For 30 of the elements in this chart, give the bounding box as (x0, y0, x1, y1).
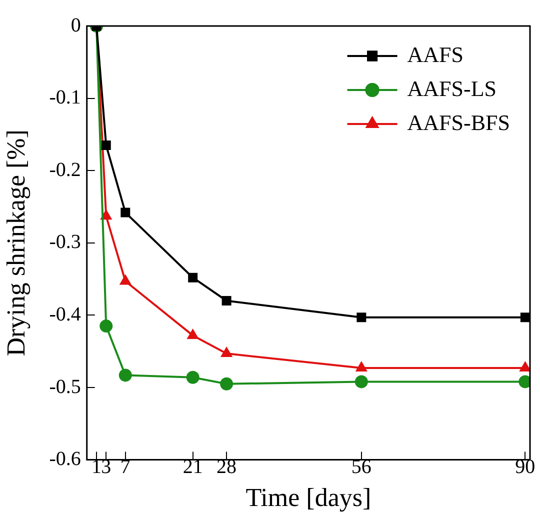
legend-label: AAFS-BFS (407, 110, 510, 135)
point (519, 361, 530, 372)
point (220, 377, 234, 390)
point (188, 272, 198, 282)
point (101, 140, 111, 150)
point (100, 320, 113, 333)
x-tick-label: 1 (91, 456, 102, 478)
point (520, 312, 530, 322)
y-tick-label: -0.5 (49, 376, 81, 398)
legend-label: AAFS-LS (407, 76, 497, 101)
y-tick-label: 0 (70, 14, 81, 36)
point (187, 328, 199, 339)
point (356, 361, 368, 372)
x-tick-label: 90 (515, 456, 536, 478)
point (186, 370, 200, 384)
point (356, 312, 366, 322)
y-axis-title: Drying shrinkage [%] (1, 130, 30, 356)
point (220, 347, 232, 358)
point (120, 274, 132, 285)
y-tick-label: -0.2 (49, 158, 81, 181)
point (354, 375, 368, 388)
point (118, 368, 132, 382)
point (222, 296, 232, 306)
y-tick-label: -0.3 (49, 231, 81, 254)
x-axis-title: Time [days] (246, 483, 372, 512)
y-tick-label: -0.4 (49, 303, 81, 326)
point (120, 208, 130, 218)
y-tick-label: -0.6 (49, 448, 81, 470)
legend-label: AAFS (407, 42, 464, 67)
y-tick-label: -0.1 (49, 86, 81, 109)
